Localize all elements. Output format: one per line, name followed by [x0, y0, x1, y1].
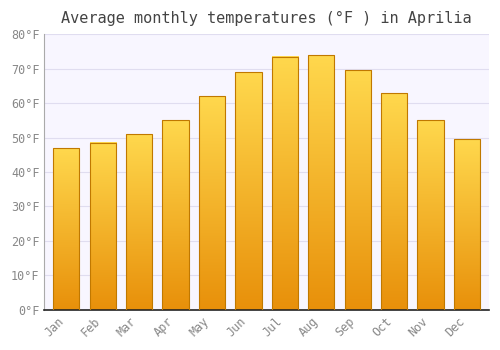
- Bar: [272, 57, 298, 310]
- Bar: [418, 120, 444, 310]
- Bar: [381, 93, 407, 310]
- Bar: [344, 70, 371, 310]
- Bar: [53, 148, 80, 310]
- Bar: [236, 72, 262, 310]
- Bar: [126, 134, 152, 310]
- Bar: [90, 143, 116, 310]
- Title: Average monthly temperatures (°F ) in Aprilia: Average monthly temperatures (°F ) in Ap…: [62, 11, 472, 26]
- Bar: [454, 139, 480, 310]
- Bar: [308, 55, 334, 310]
- Bar: [199, 96, 225, 310]
- Bar: [162, 120, 188, 310]
